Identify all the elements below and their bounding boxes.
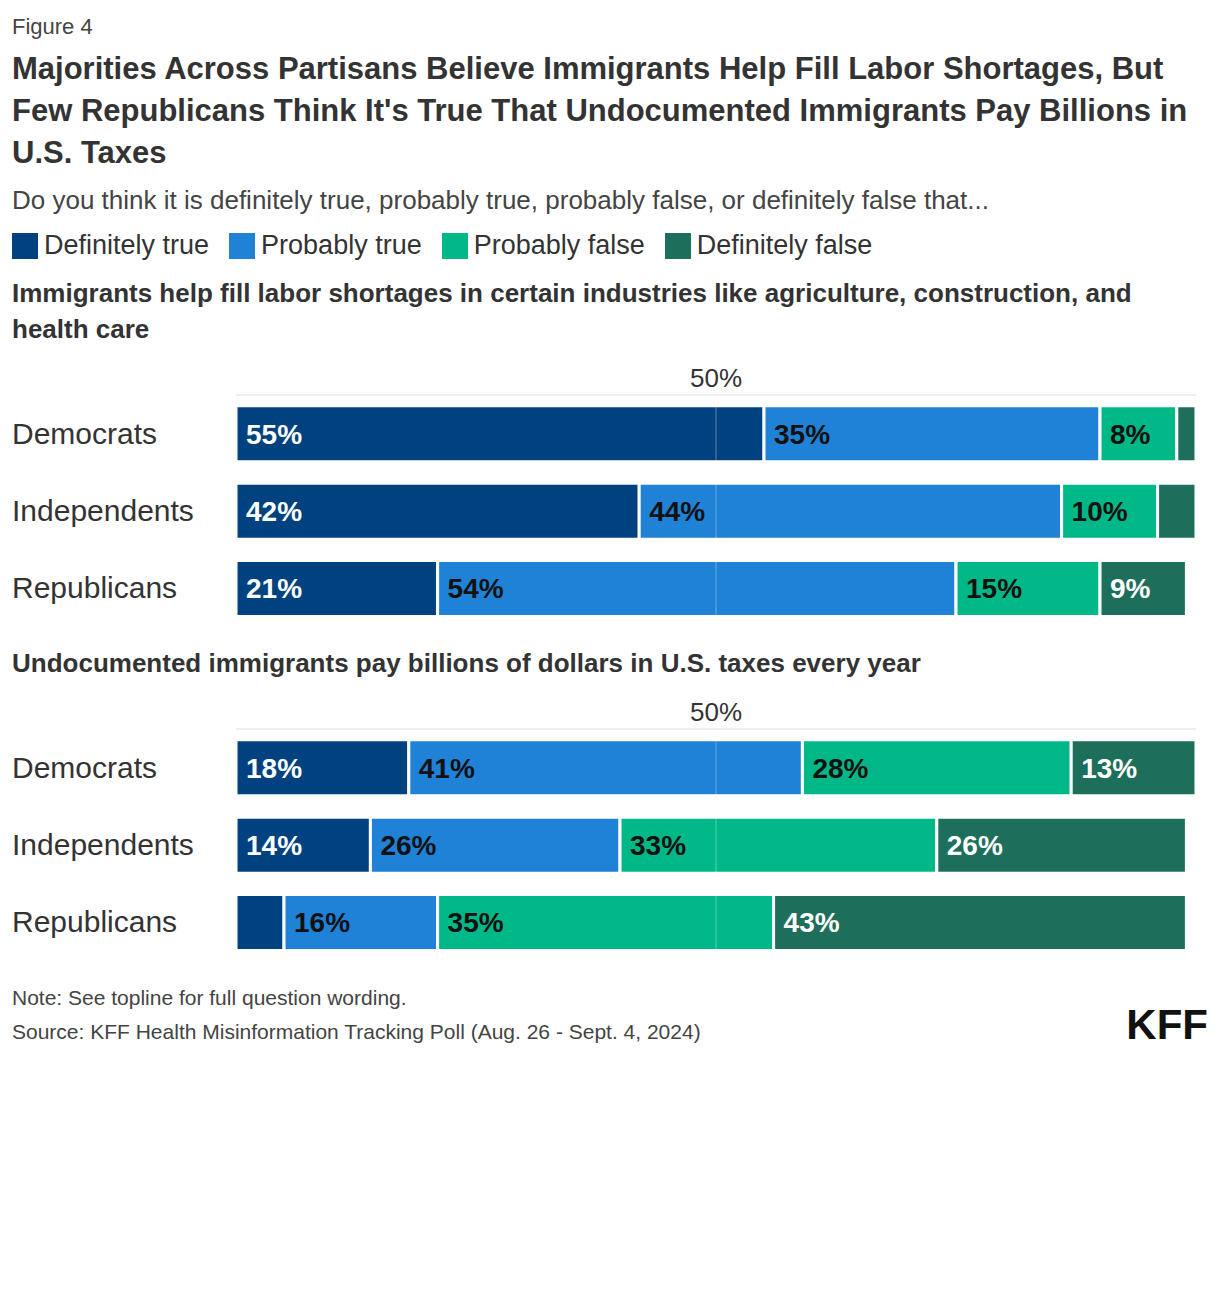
svg-text:41%: 41% (419, 753, 475, 784)
html-text:Probably true: Probably true (261, 230, 422, 260)
html-text:Probably false: Probably false (473, 230, 645, 260)
svg-text:35%: 35% (448, 907, 504, 938)
svg-text:50%: 50% (690, 697, 742, 727)
html-text:Immigrants help fill labor sho: Immigrants help fill labor shortages in … (12, 278, 1132, 344)
svg-text:14%: 14% (246, 830, 302, 861)
html-text:Definitely true: Definitely true (44, 230, 210, 260)
svg-text:54%: 54% (448, 573, 504, 604)
svg-text:Independents: Independents (12, 494, 194, 527)
svg-text:33%: 33% (630, 830, 686, 861)
html-text:Note: See topline for full que: Note: See topline for full question word… (12, 986, 407, 1009)
html-text:Figure 4: Figure 4 (12, 14, 93, 39)
svg-text:8%: 8% (1110, 419, 1151, 450)
html-text:Majorities Across Partisans Be: Majorities Across Partisans Believe Immi… (12, 51, 1188, 170)
svg-text:18%: 18% (246, 753, 302, 784)
svg-text:26%: 26% (380, 830, 436, 861)
svg-text:Republicans: Republicans (12, 571, 177, 604)
svg-text:9%: 9% (1110, 573, 1151, 604)
svg-text:43%: 43% (784, 907, 840, 938)
html-text:Definitely false: Definitely false (696, 230, 873, 260)
svg-text:13%: 13% (1081, 753, 1137, 784)
svg-text:50%: 50% (690, 363, 742, 393)
html-text:Source: KFF Health Misinformat: Source: KFF Health Misinformation Tracki… (12, 1020, 701, 1043)
html-text:Undocumented immigrants pay bi: Undocumented immigrants pay billions of … (12, 648, 921, 678)
html-text:Do you think it is definitely: Do you think it is definitely true, prob… (12, 185, 989, 215)
html-text:KFF: KFF (1126, 1001, 1208, 1048)
svg-text:Independents: Independents (12, 828, 194, 861)
svg-text:21%: 21% (246, 573, 302, 604)
svg-text:42%: 42% (246, 496, 302, 527)
svg-text:26%: 26% (947, 830, 1003, 861)
svg-text:10%: 10% (1072, 496, 1128, 527)
svg-text:44%: 44% (649, 496, 705, 527)
svg-text:Republicans: Republicans (12, 905, 177, 938)
svg-text:15%: 15% (966, 573, 1022, 604)
svg-text:35%: 35% (774, 419, 830, 450)
svg-text:Democrats: Democrats (12, 751, 157, 784)
svg-text:16%: 16% (294, 907, 350, 938)
svg-text:55%: 55% (246, 419, 302, 450)
svg-text:28%: 28% (812, 753, 868, 784)
svg-text:Democrats: Democrats (12, 417, 157, 450)
